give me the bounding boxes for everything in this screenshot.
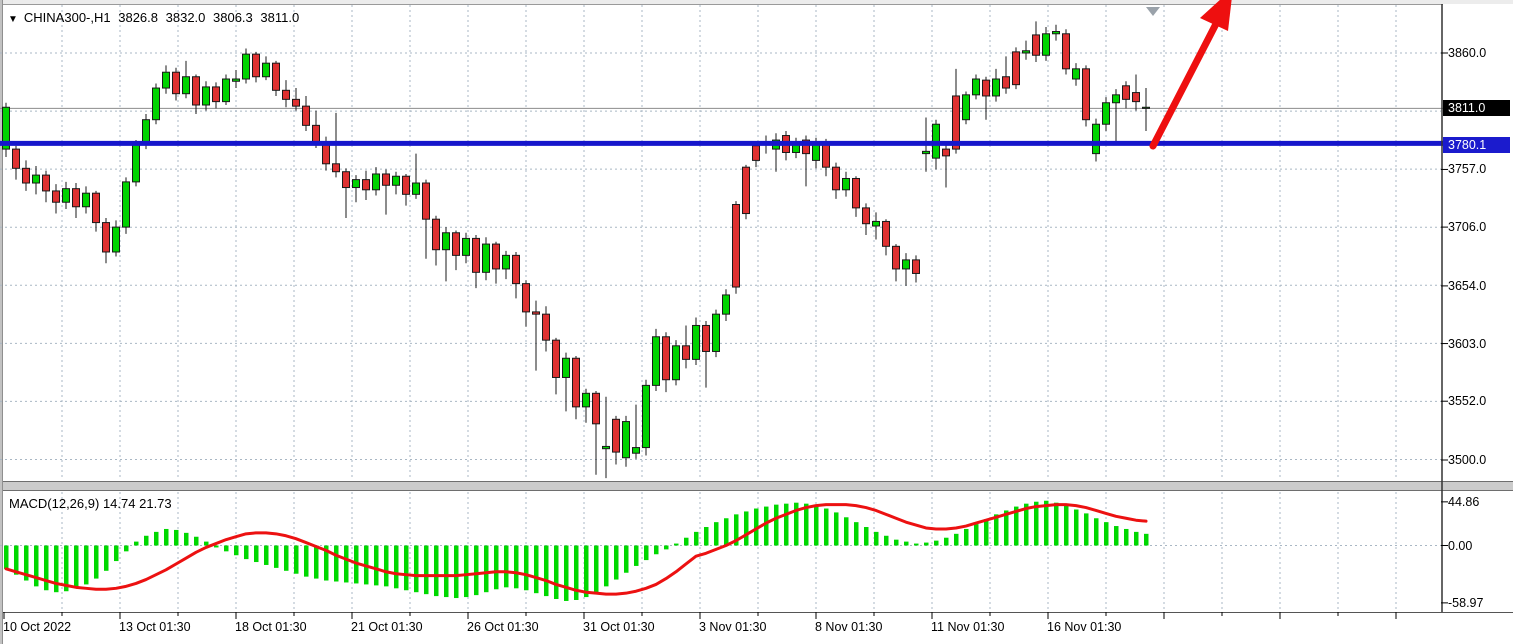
price-axis-label: 3706.0	[1448, 220, 1487, 235]
ohlc-close: 3811.0	[260, 10, 300, 25]
time-axis-label: 8 Nov 01:30	[815, 620, 883, 634]
window-left-border	[0, 0, 3, 644]
time-axis-strip	[0, 612, 1513, 644]
current-price-badge: 3811.0	[1443, 100, 1510, 117]
macd-axis-label: 0.00	[1448, 538, 1473, 553]
support-line-badge: 3780.1	[1443, 137, 1510, 154]
price-axis-label: 3860.0	[1448, 46, 1487, 60]
macd-signal-value: 21.73	[139, 496, 172, 511]
time-axis-label: 21 Oct 01:30	[351, 620, 423, 634]
time-axis-label: 31 Oct 01:30	[583, 620, 655, 634]
price-axis-label: 3500.0	[1448, 453, 1487, 467]
macd-label: MACD(12,26,9) 14.74 21.73	[9, 496, 172, 511]
macd-name: MACD(12,26,9)	[9, 496, 100, 511]
macd-axis-label: 44.86	[1448, 494, 1480, 509]
time-axis-label: 3 Nov 01:30	[699, 620, 767, 634]
symbol-header: ▼ CHINA300-,H1 3826.8 3832.0 3806.3 3811.…	[8, 10, 303, 25]
time-axis-label: 18 Oct 01:30	[235, 620, 307, 634]
ohlc-high: 3832.0	[165, 10, 206, 25]
panel-splitter[interactable]	[0, 481, 1513, 491]
price-axis-label: 3603.0	[1448, 336, 1487, 351]
ohlc-low: 3806.3	[213, 10, 253, 25]
macd-indicator-panel[interactable]	[0, 491, 1443, 612]
macd-main-value: 14.74	[102, 496, 136, 511]
symbol-name: CHINA300-,H1	[23, 10, 111, 25]
window-top-strip	[0, 0, 1513, 5]
ohlc-open: 3826.8	[118, 10, 158, 25]
symbol-dropdown-icon[interactable]: ▼	[8, 14, 18, 25]
time-axis-label: 13 Oct 01:30	[119, 620, 191, 634]
macd-axis-label: -58.97	[1448, 595, 1484, 610]
price-axis-label: 3552.0	[1448, 394, 1487, 409]
time-axis-label: 11 Nov 01:30	[931, 620, 1005, 634]
time-axis-label: 10 Oct 2022	[3, 620, 72, 634]
price-axis-label: 3757.0	[1448, 162, 1487, 177]
price-chart-panel[interactable]	[0, 4, 1443, 481]
time-axis-label: 26 Oct 01:30	[467, 620, 539, 634]
time-axis-label: 16 Nov 01:30	[1047, 620, 1122, 634]
price-axis-label: 3654.0	[1448, 278, 1487, 293]
